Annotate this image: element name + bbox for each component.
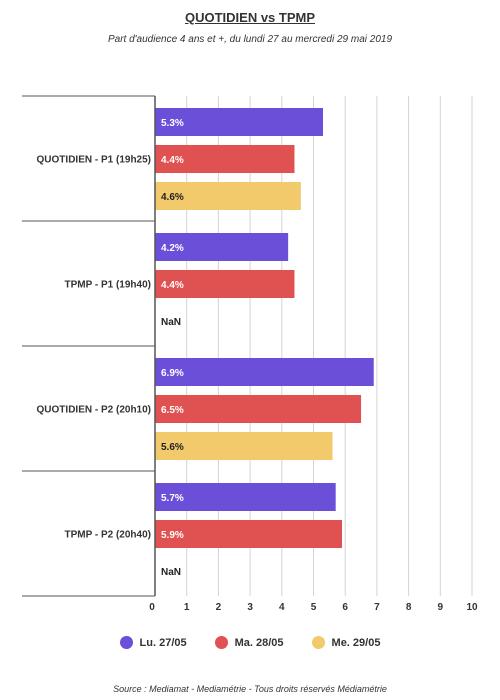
legend-swatch-me (311, 636, 325, 649)
category-label: QUOTIDIEN - P2 (20h10) (37, 405, 151, 416)
legend-swatch-lu (119, 636, 133, 649)
x-tick-label: 2 (216, 602, 222, 613)
x-tick-label: 10 (466, 602, 478, 613)
x-tick-label: 7 (374, 602, 380, 613)
data-label: 5.3% (161, 118, 184, 129)
category-label: TPMP - P1 (19h40) (64, 280, 151, 291)
legend-item-lu[interactable]: Lu. 27/05 (119, 636, 187, 649)
bar (155, 108, 324, 136)
bar (155, 483, 336, 511)
category-label: QUOTIDIEN - P1 (19h25) (37, 155, 151, 166)
data-label: NaN (161, 567, 181, 578)
bar (155, 270, 295, 298)
bar (155, 520, 343, 548)
bar-chart: 5.3% 4.4% 4.6% QUOTIDIEN - P1 (19h25) 4.2% 4.… (22, 95, 478, 613)
x-tick-label: 9 (438, 602, 444, 613)
x-tick-label: 5 (311, 602, 317, 613)
legend: Lu. 27/05 Ma. 28/05 Me. 29/05 (0, 636, 500, 649)
legend-label-ma: Ma. 28/05 (234, 636, 284, 649)
bar (155, 432, 333, 460)
chart-subtitle: Part d'audience 4 ans et +, du lundi 27 … (107, 34, 393, 45)
legend-item-me[interactable]: Me. 29/05 (311, 636, 381, 649)
data-label: 5.7% (161, 493, 184, 504)
chart-title: QUOTIDIEN vs TPMP (184, 10, 316, 25)
data-label: 5.9% (161, 530, 184, 541)
data-label: 6.5% (161, 405, 184, 416)
source-note: Source : Mediamat - Mediamétrie - Tous d… (113, 684, 387, 694)
legend-item-ma[interactable]: Ma. 28/05 (214, 636, 284, 649)
x-tick-label: 3 (247, 602, 253, 613)
x-tick-label: 0 (149, 602, 155, 613)
data-label: NaN (161, 317, 181, 328)
data-label: 4.6% (161, 192, 184, 203)
bar (155, 358, 374, 386)
data-label: 5.6% (161, 442, 184, 453)
legend-label-lu: Lu. 27/05 (139, 636, 187, 649)
bar (155, 233, 289, 261)
category-label: TPMP - P2 (20h40) (64, 530, 151, 541)
data-label: 4.4% (161, 280, 184, 291)
data-label: 4.2% (161, 243, 184, 254)
legend-swatch-ma (214, 636, 228, 649)
legend-label-me: Me. 29/05 (331, 636, 381, 649)
x-tick-label: 8 (406, 602, 412, 613)
data-label: 4.4% (161, 155, 184, 166)
bar (155, 145, 295, 173)
bar (155, 182, 301, 210)
x-tick-label: 1 (184, 602, 190, 613)
bar (155, 395, 362, 423)
data-label: 6.9% (161, 368, 184, 379)
x-tick-label: 6 (342, 602, 348, 613)
x-tick-label: 4 (279, 602, 285, 613)
